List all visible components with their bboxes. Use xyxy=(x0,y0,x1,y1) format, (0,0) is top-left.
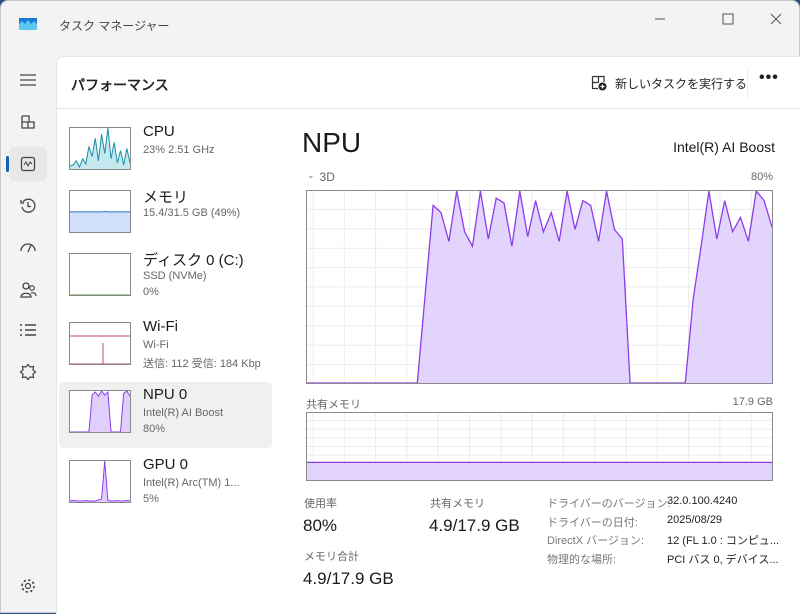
info-key: 物理的な場所: xyxy=(547,551,616,567)
nav-processes[interactable] xyxy=(9,105,47,139)
panel-header: パフォーマンス 新しいタスクを実行する ••• xyxy=(57,57,800,109)
usage-value: 80% xyxy=(303,516,337,536)
info-value: 12 (FL 1.0 : コンピュ... xyxy=(667,532,779,548)
run-new-task-button[interactable]: 新しいタスクを実行する xyxy=(591,71,747,95)
info-value: 2025/08/29 xyxy=(667,514,722,526)
device-thumbnail-graph xyxy=(69,127,131,170)
device-thumbnail-graph xyxy=(69,322,131,365)
shared-graph-label: 共有メモリ xyxy=(306,396,361,412)
nav-settings[interactable] xyxy=(9,569,47,603)
device-name: CPU xyxy=(143,123,175,140)
hamburger-icon xyxy=(19,73,37,87)
users-icon xyxy=(19,281,37,299)
memory-total-value: 4.9/17.9 GB xyxy=(303,569,394,589)
chevron-down-icon: ⌄ xyxy=(307,170,315,184)
shared-memory-area xyxy=(307,462,772,481)
device-name: GPU 0 xyxy=(143,456,188,473)
page-title: パフォーマンス xyxy=(71,75,169,95)
history-icon xyxy=(19,197,37,215)
device-item-3[interactable]: Wi-Fi Wi-Fi 送信: 112 受信: 184 Kbp xyxy=(59,322,272,388)
shared-memory-value: 4.9/17.9 GB xyxy=(429,516,520,536)
device-item-0[interactable]: CPU 23% 2.51 GHz xyxy=(59,127,272,193)
info-key: ドライバーの日付: xyxy=(547,514,638,530)
usage-label: 使用率 xyxy=(304,495,337,511)
shared-memory-label: 共有メモリ xyxy=(430,495,485,511)
device-name: メモリ xyxy=(143,186,188,207)
graph-engine-label: 3D xyxy=(320,170,335,184)
device-subtitle: SSD (NVMe) xyxy=(143,270,207,282)
nav-performance[interactable] xyxy=(9,147,47,181)
device-item-4[interactable]: NPU 0 Intel(R) AI Boost 80% xyxy=(59,382,272,448)
device-thumbnail-graph xyxy=(69,190,131,233)
more-options-button[interactable]: ••• xyxy=(759,69,779,87)
info-key: DirectX バージョン: xyxy=(547,532,644,548)
nav-menu-button[interactable] xyxy=(9,63,47,97)
processes-icon xyxy=(20,114,36,130)
device-item-1[interactable]: メモリ 15.4/31.5 GB (49%) xyxy=(59,190,272,256)
new-task-icon xyxy=(591,75,607,91)
device-title: NPU xyxy=(302,127,361,159)
device-subtitle: Intel(R) Arc(TM) 1... xyxy=(143,477,240,489)
device-detail: 0% xyxy=(143,286,159,298)
device-name: Wi-Fi xyxy=(143,318,178,335)
info-value: 32.0.100.4240 xyxy=(667,495,737,507)
gear-icon xyxy=(20,578,36,594)
device-thumbnail-graph xyxy=(69,390,131,433)
info-value: PCI バス 0, デバイス... xyxy=(667,551,779,567)
maximize-button[interactable] xyxy=(713,9,743,29)
task-manager-logo-icon xyxy=(19,18,37,30)
device-name: ディスク 0 (C:) xyxy=(143,249,244,270)
device-subtitle: Wi-Fi xyxy=(143,339,169,351)
device-detail: 5% xyxy=(143,493,159,505)
nav-users[interactable] xyxy=(9,273,47,307)
graph-engine-selector[interactable]: ⌄ 3D xyxy=(307,170,335,184)
device-subtitle: 15.4/31.5 GB (49%) xyxy=(143,207,240,219)
thumbnail-line xyxy=(70,461,130,501)
nav-details[interactable] xyxy=(9,313,47,347)
thumbnail-area xyxy=(70,461,130,502)
device-thumbnail-graph xyxy=(69,460,131,503)
device-model: Intel(R) AI Boost xyxy=(673,139,775,155)
nav-startup[interactable] xyxy=(9,231,47,265)
header-divider xyxy=(747,67,748,99)
device-item-2[interactable]: ディスク 0 (C:) SSD (NVMe) 0% xyxy=(59,253,272,319)
graph-max-label: 80% xyxy=(751,171,773,183)
device-subtitle: Intel(R) AI Boost xyxy=(143,407,223,419)
minimize-button[interactable] xyxy=(645,9,675,29)
device-detail: 80% xyxy=(143,423,165,435)
list-icon xyxy=(19,323,37,337)
device-detail: 送信: 112 受信: 184 Kbp xyxy=(143,355,261,371)
device-subtitle: 23% 2.51 GHz xyxy=(143,144,215,156)
info-key: ドライバーのバージョン: xyxy=(547,495,671,511)
performance-panel: パフォーマンス 新しいタスクを実行する ••• CPU 23% 2.51 GHz… xyxy=(56,56,800,614)
npu-usage-graph xyxy=(306,190,773,384)
nav-app-history[interactable] xyxy=(9,189,47,223)
shared-graph-max: 17.9 GB xyxy=(733,396,773,408)
window-title: タスク マネージャー xyxy=(59,17,170,34)
device-thumbnail-graph xyxy=(69,253,131,296)
shared-memory-graph xyxy=(306,412,773,481)
services-icon xyxy=(19,363,37,381)
device-item-5[interactable]: GPU 0 Intel(R) Arc(TM) 1... 5% xyxy=(59,460,272,526)
nav-services[interactable] xyxy=(9,355,47,389)
run-new-task-label: 新しいタスクを実行する xyxy=(615,75,747,92)
device-name: NPU 0 xyxy=(143,386,187,403)
performance-icon xyxy=(20,156,36,172)
memory-total-label: メモリ合計 xyxy=(304,548,359,564)
close-button[interactable] xyxy=(761,9,791,29)
startup-gauge-icon xyxy=(19,241,37,255)
thumbnail-area xyxy=(70,212,130,233)
